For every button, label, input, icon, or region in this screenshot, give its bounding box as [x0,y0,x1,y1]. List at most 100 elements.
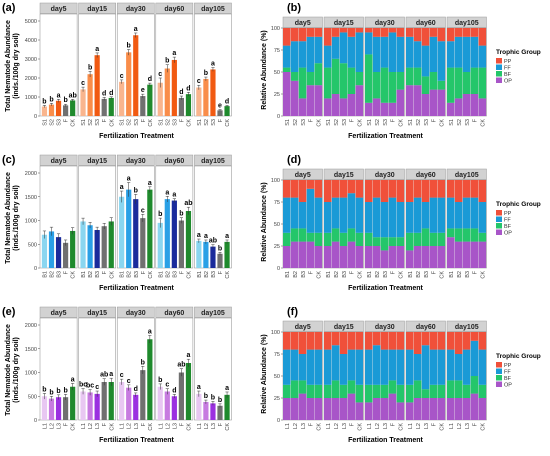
bar [147,189,153,268]
panel-letter: (b) [287,2,301,14]
stack-segment-bf [339,63,348,99]
x-tick-label: F [391,118,397,122]
stack-segment-pp [421,332,430,346]
bar [108,382,114,420]
x-tick-label: S3 [342,119,348,126]
legend-label: PP [504,363,512,369]
legend-swatch-ff [496,64,502,70]
stack-segment-bf [290,380,299,398]
x-tick-label: L2 [334,423,340,429]
x-tick-label: L3 [172,423,178,429]
stack-segment-pp [283,28,291,46]
x-tick-label: S2 [127,119,133,126]
x-tick-label: CK [481,119,487,127]
x-tick-label: B3 [95,271,101,278]
x-tick-label: B2 [334,271,340,278]
legend-title: Trophic Group [496,353,541,360]
bar [94,55,100,116]
facet-label: day5 [51,158,67,165]
x-tick-label: F [391,270,397,274]
stack-segment-ff [462,197,471,229]
significance-letter: b [218,245,222,252]
significance-letter: b [218,397,222,404]
x-tick-label: CK [71,119,77,127]
facet-label: day60 [164,310,184,317]
stack-segment-ff [324,349,332,385]
x-tick-label: CK [317,119,323,127]
facet-strip [194,154,232,166]
stack-segment-ff [339,354,348,385]
significance-letter: d [148,76,152,83]
x-tick-label: S2 [204,119,210,126]
stack-segment-bf [406,67,414,86]
legend-label: BF [504,376,512,382]
y-tick-label: 1000 [25,95,37,101]
facet-strip [39,154,78,166]
stack-segment-bf [372,72,381,99]
x-tick-label: B2 [204,271,210,278]
x-tick-label: CK [186,271,192,279]
significance-letter: a [95,46,99,53]
x-tick-label: CK [225,271,231,279]
x-tick-label: S2 [165,119,171,126]
stack-segment-pp [290,28,299,42]
bar [203,78,209,116]
stack-segment-bf [437,80,446,90]
stack-segment-op [324,246,332,268]
x-tick-label: B3 [465,271,471,278]
y-tick-label: 500 [28,394,37,400]
stack-segment-bf [331,380,340,398]
x-tick-label: CK [317,271,323,279]
x-tick-label: F [218,270,224,274]
significance-letter: a [148,328,152,335]
x-tick-label: L2 [50,423,56,429]
stack-segment-op [365,246,373,268]
facet-label: day60 [164,6,184,13]
x-tick-label: F [64,270,70,274]
legend-swatch-ff [496,216,502,222]
facet-label: day15 [334,172,354,179]
legend-label: BF [504,72,512,78]
legend-label: BF [504,224,512,230]
significance-letter: ab [177,362,185,369]
facet-label: day105 [201,310,225,317]
stack-segment-op [380,250,389,268]
stack-segment-bf [406,232,414,251]
x-tick-label: L3 [134,423,140,429]
stack-segment-pp [406,332,414,350]
x-tick-label: S3 [57,119,63,126]
stack-segment-ff [290,41,299,72]
bar [171,396,177,420]
stack-segment-bf [388,237,397,246]
stack-segment-bf [478,67,487,99]
bar [217,405,223,420]
y-tick-label: 25 [274,396,280,402]
stack-segment-ff [339,197,348,233]
stack-segment-op [283,246,291,268]
stack-segment-pp [437,332,446,350]
x-tick-label: B1 [120,271,126,278]
facet-strip [446,320,487,332]
legend-label: OP [504,79,512,85]
stack-segment-ff [406,36,414,68]
significance-letter: b [42,98,46,105]
facet-strip [194,2,232,14]
bar [133,35,139,116]
significance-letter: b [158,377,162,384]
bar [94,230,100,268]
significance-letter: e [218,103,222,110]
stack-segment-op [365,402,373,420]
stack-segment-bf [355,384,364,403]
x-tick-label: F [432,422,438,426]
bar [140,96,146,116]
panel-letter: (f) [287,306,298,318]
significance-letter: a [204,233,208,240]
x-tick-label: B3 [172,271,178,278]
stack-segment-ff [437,349,446,385]
y-tick-label: 0 [277,266,280,272]
stack-segment-ff [454,202,463,229]
stack-segment-pp [413,28,422,42]
stack-segment-bf [421,228,430,246]
